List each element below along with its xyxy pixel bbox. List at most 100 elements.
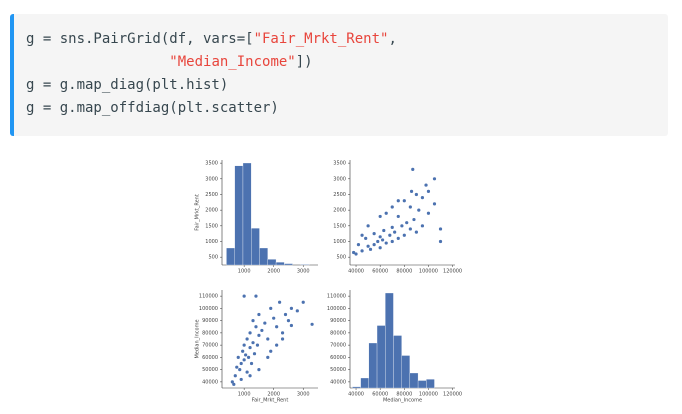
scatter-point — [400, 224, 404, 228]
scatter-point — [245, 337, 249, 341]
code-token: g = sns.PairGrid(df, vars=[ — [26, 31, 254, 47]
y-tick-label: 3500 — [205, 161, 218, 167]
x-tick-label: 120000 — [443, 392, 462, 398]
scatter-point — [412, 217, 416, 222]
scatter-point — [254, 325, 258, 329]
y-tick-label: 60000 — [202, 355, 218, 361]
scatter-point — [438, 227, 443, 231]
x-tick-label: 2000 — [267, 392, 280, 398]
y-tick-label: 500 — [208, 255, 218, 261]
y-tick-label: 70000 — [202, 343, 218, 349]
scatter-point — [269, 306, 273, 310]
y-tick-label: 70000 — [330, 343, 346, 349]
scatter-point — [286, 319, 291, 323]
x-tick-label: 2000 — [267, 269, 280, 275]
x-tick-label: 100000 — [419, 392, 438, 398]
hist-bar — [393, 335, 402, 389]
scatter-point — [424, 183, 428, 187]
scatter-point — [230, 380, 234, 384]
code-block: g = sns.PairGrid(df, vars=["Fair_Mrkt_Re… — [10, 14, 668, 136]
x-axis-label: Median_Income — [383, 398, 422, 404]
y-tick-label: 90000 — [330, 318, 346, 324]
scatter-point — [246, 355, 251, 359]
scatter-point — [390, 225, 394, 229]
scatter-point — [266, 355, 270, 359]
scatter-point — [364, 236, 368, 240]
y-tick-label: 110000 — [199, 294, 218, 300]
scatter-point — [382, 228, 386, 233]
scatter-point — [248, 374, 252, 378]
hist-bar — [275, 262, 285, 266]
scatter-point — [248, 331, 252, 335]
scatter-point — [356, 243, 361, 247]
x-axis-label: Fair_Mrkt_Rent — [252, 398, 289, 404]
y-tick-label: 2500 — [205, 192, 218, 198]
x-tick-label: 1000 — [238, 392, 251, 398]
hist-bar — [417, 380, 427, 389]
y-tick-label: 1500 — [205, 223, 218, 229]
scatter-point — [414, 192, 418, 197]
scatter-point — [409, 189, 414, 193]
x-tick-label: 3000 — [297, 392, 310, 398]
code-line: "Median_Income"]) — [26, 51, 668, 74]
y-tick-label: 2000 — [333, 208, 346, 214]
x-tick-label: 80000 — [396, 269, 412, 275]
y-tick-label: 50000 — [202, 367, 218, 373]
scatter-point — [232, 382, 236, 386]
code-token: "Fair_Mrkt_Rent" — [253, 31, 389, 47]
hist-bar — [226, 247, 235, 266]
scatter-point — [241, 349, 245, 353]
y-tick-label: 40000 — [202, 379, 218, 385]
y-axis-label: Median_Income — [195, 319, 201, 358]
code-token: ]) — [295, 54, 313, 70]
y-tick-label: 1000 — [333, 239, 346, 245]
scatter-point — [396, 236, 400, 240]
scatter-point — [289, 323, 294, 328]
scatter-point — [245, 370, 249, 374]
scatter-point — [408, 205, 412, 209]
scatter-point — [426, 211, 431, 215]
scatter-point — [368, 247, 373, 251]
scatter-point — [432, 202, 437, 206]
scatter-point — [257, 312, 261, 317]
y-tick-label: 1500 — [333, 223, 346, 229]
scatter-point — [390, 205, 394, 209]
hist-bar — [352, 386, 361, 389]
code-line: g = g.map_offdiag(plt.scatter) — [26, 97, 668, 120]
scatter-point — [266, 337, 270, 341]
hist-bar — [242, 162, 252, 266]
scatter-point — [239, 361, 243, 366]
scatter-point — [260, 328, 264, 333]
scatter-point — [390, 239, 394, 244]
x-tick-label: 80000 — [396, 392, 412, 398]
scatter-point — [251, 319, 255, 323]
scatter-point — [310, 322, 314, 326]
scatter-point — [420, 224, 425, 228]
scatter-point — [275, 343, 279, 347]
scatter-point — [283, 312, 288, 317]
y-tick-label: 1000 — [205, 239, 218, 245]
y-tick-label: 3000 — [205, 176, 218, 182]
scatter-point — [384, 211, 388, 215]
hist-bar — [376, 325, 386, 389]
scatter-point — [384, 241, 388, 245]
scatter-point — [426, 189, 431, 193]
scatter-point — [378, 246, 382, 250]
y-tick-label: 60000 — [330, 355, 346, 361]
scatter-point — [360, 233, 364, 237]
x-tick-label: 100000 — [419, 269, 438, 275]
scatter-point — [249, 361, 254, 366]
scatter-point — [402, 233, 406, 237]
scatter-point — [289, 306, 294, 310]
scatter-point — [248, 345, 252, 350]
x-tick-label: 1000 — [238, 269, 251, 275]
y-tick-label: 3500 — [333, 161, 346, 167]
scatter-point — [414, 230, 418, 234]
y-tick-label: 110000 — [327, 294, 346, 300]
scatter-point — [295, 309, 299, 313]
x-tick-label: 3000 — [297, 269, 310, 275]
scatter-point — [378, 235, 382, 239]
scatter-point — [420, 196, 425, 200]
